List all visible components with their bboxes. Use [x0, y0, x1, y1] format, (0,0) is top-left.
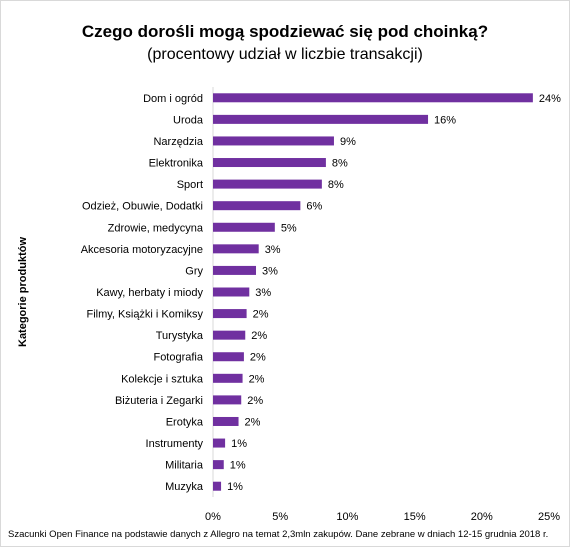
bar — [213, 481, 222, 491]
data-label: 1% — [227, 481, 243, 493]
category-label: Kawy, herbaty i miody — [96, 287, 203, 299]
bar — [213, 222, 275, 232]
data-label: 2% — [249, 373, 265, 385]
category-label: Kolekcje i sztuka — [121, 373, 204, 385]
bar — [213, 460, 224, 470]
data-label: 24% — [539, 93, 561, 105]
category-label: Biżuteria i Zegarki — [115, 395, 203, 407]
category-label: Sport — [177, 179, 203, 191]
data-label: 1% — [231, 438, 247, 450]
category-label: Narzędzia — [153, 136, 203, 148]
data-label: 3% — [262, 265, 278, 277]
x-tick-label: 20% — [471, 511, 493, 523]
category-label: Turystyka — [156, 330, 204, 342]
x-tick-label: 0% — [205, 511, 221, 523]
bar — [213, 201, 301, 211]
data-label: 9% — [340, 136, 356, 148]
category-label: Militaria — [165, 460, 204, 472]
data-label: 8% — [332, 158, 348, 170]
x-tick-label: 5% — [272, 511, 288, 523]
data-label: 5% — [281, 222, 297, 234]
y-axis-title: Kategorie produktów — [17, 237, 29, 347]
x-tick-label: 25% — [538, 511, 560, 523]
chart-title: Czego dorośli mogą spodziewać się pod ch… — [81, 22, 489, 41]
category-label: Muzyka — [165, 481, 204, 493]
bar — [213, 93, 533, 103]
data-label: 2% — [245, 416, 261, 428]
bar — [213, 438, 226, 448]
bar — [213, 244, 259, 254]
category-label: Erotyka — [166, 416, 204, 428]
bar — [213, 373, 243, 383]
bar — [213, 352, 244, 362]
bar — [213, 287, 250, 297]
bar — [213, 309, 247, 319]
chart-subtitle: (procentowy udział w liczbie transakcji) — [147, 46, 423, 63]
category-label: Instrumenty — [146, 438, 204, 450]
data-label: 6% — [306, 201, 322, 213]
x-tick-label: 15% — [404, 511, 426, 523]
data-label: 1% — [230, 460, 246, 472]
bar — [213, 395, 242, 405]
data-label: 3% — [255, 287, 271, 299]
data-label: 2% — [251, 330, 267, 342]
category-label: Filmy, Książki i Komiksy — [86, 309, 203, 321]
bar — [213, 114, 429, 124]
data-label: 16% — [434, 114, 456, 126]
category-label: Elektronika — [149, 158, 204, 170]
x-tick-label: 10% — [336, 511, 358, 523]
category-label: Zdrowie, medycyna — [108, 222, 204, 234]
data-label: 2% — [253, 309, 269, 321]
chart-footnote: Szacunki Open Finance na podstawie danyc… — [8, 529, 549, 540]
bar — [213, 136, 334, 146]
category-label: Gry — [185, 265, 203, 277]
bar — [213, 330, 246, 340]
category-label: Dom i ogród — [143, 93, 203, 105]
category-label: Uroda — [173, 114, 204, 126]
category-label: Akcesoria motoryzacyjne — [81, 244, 203, 256]
data-label: 2% — [250, 352, 266, 364]
category-label: Fotografia — [153, 352, 203, 364]
bar — [213, 416, 239, 426]
data-label: 2% — [247, 395, 263, 407]
data-label: 8% — [328, 179, 344, 191]
category-label: Odzież, Obuwie, Dodatki — [82, 201, 203, 213]
bar — [213, 158, 326, 168]
bar — [213, 179, 322, 189]
bar — [213, 265, 257, 275]
data-label: 3% — [265, 244, 281, 256]
